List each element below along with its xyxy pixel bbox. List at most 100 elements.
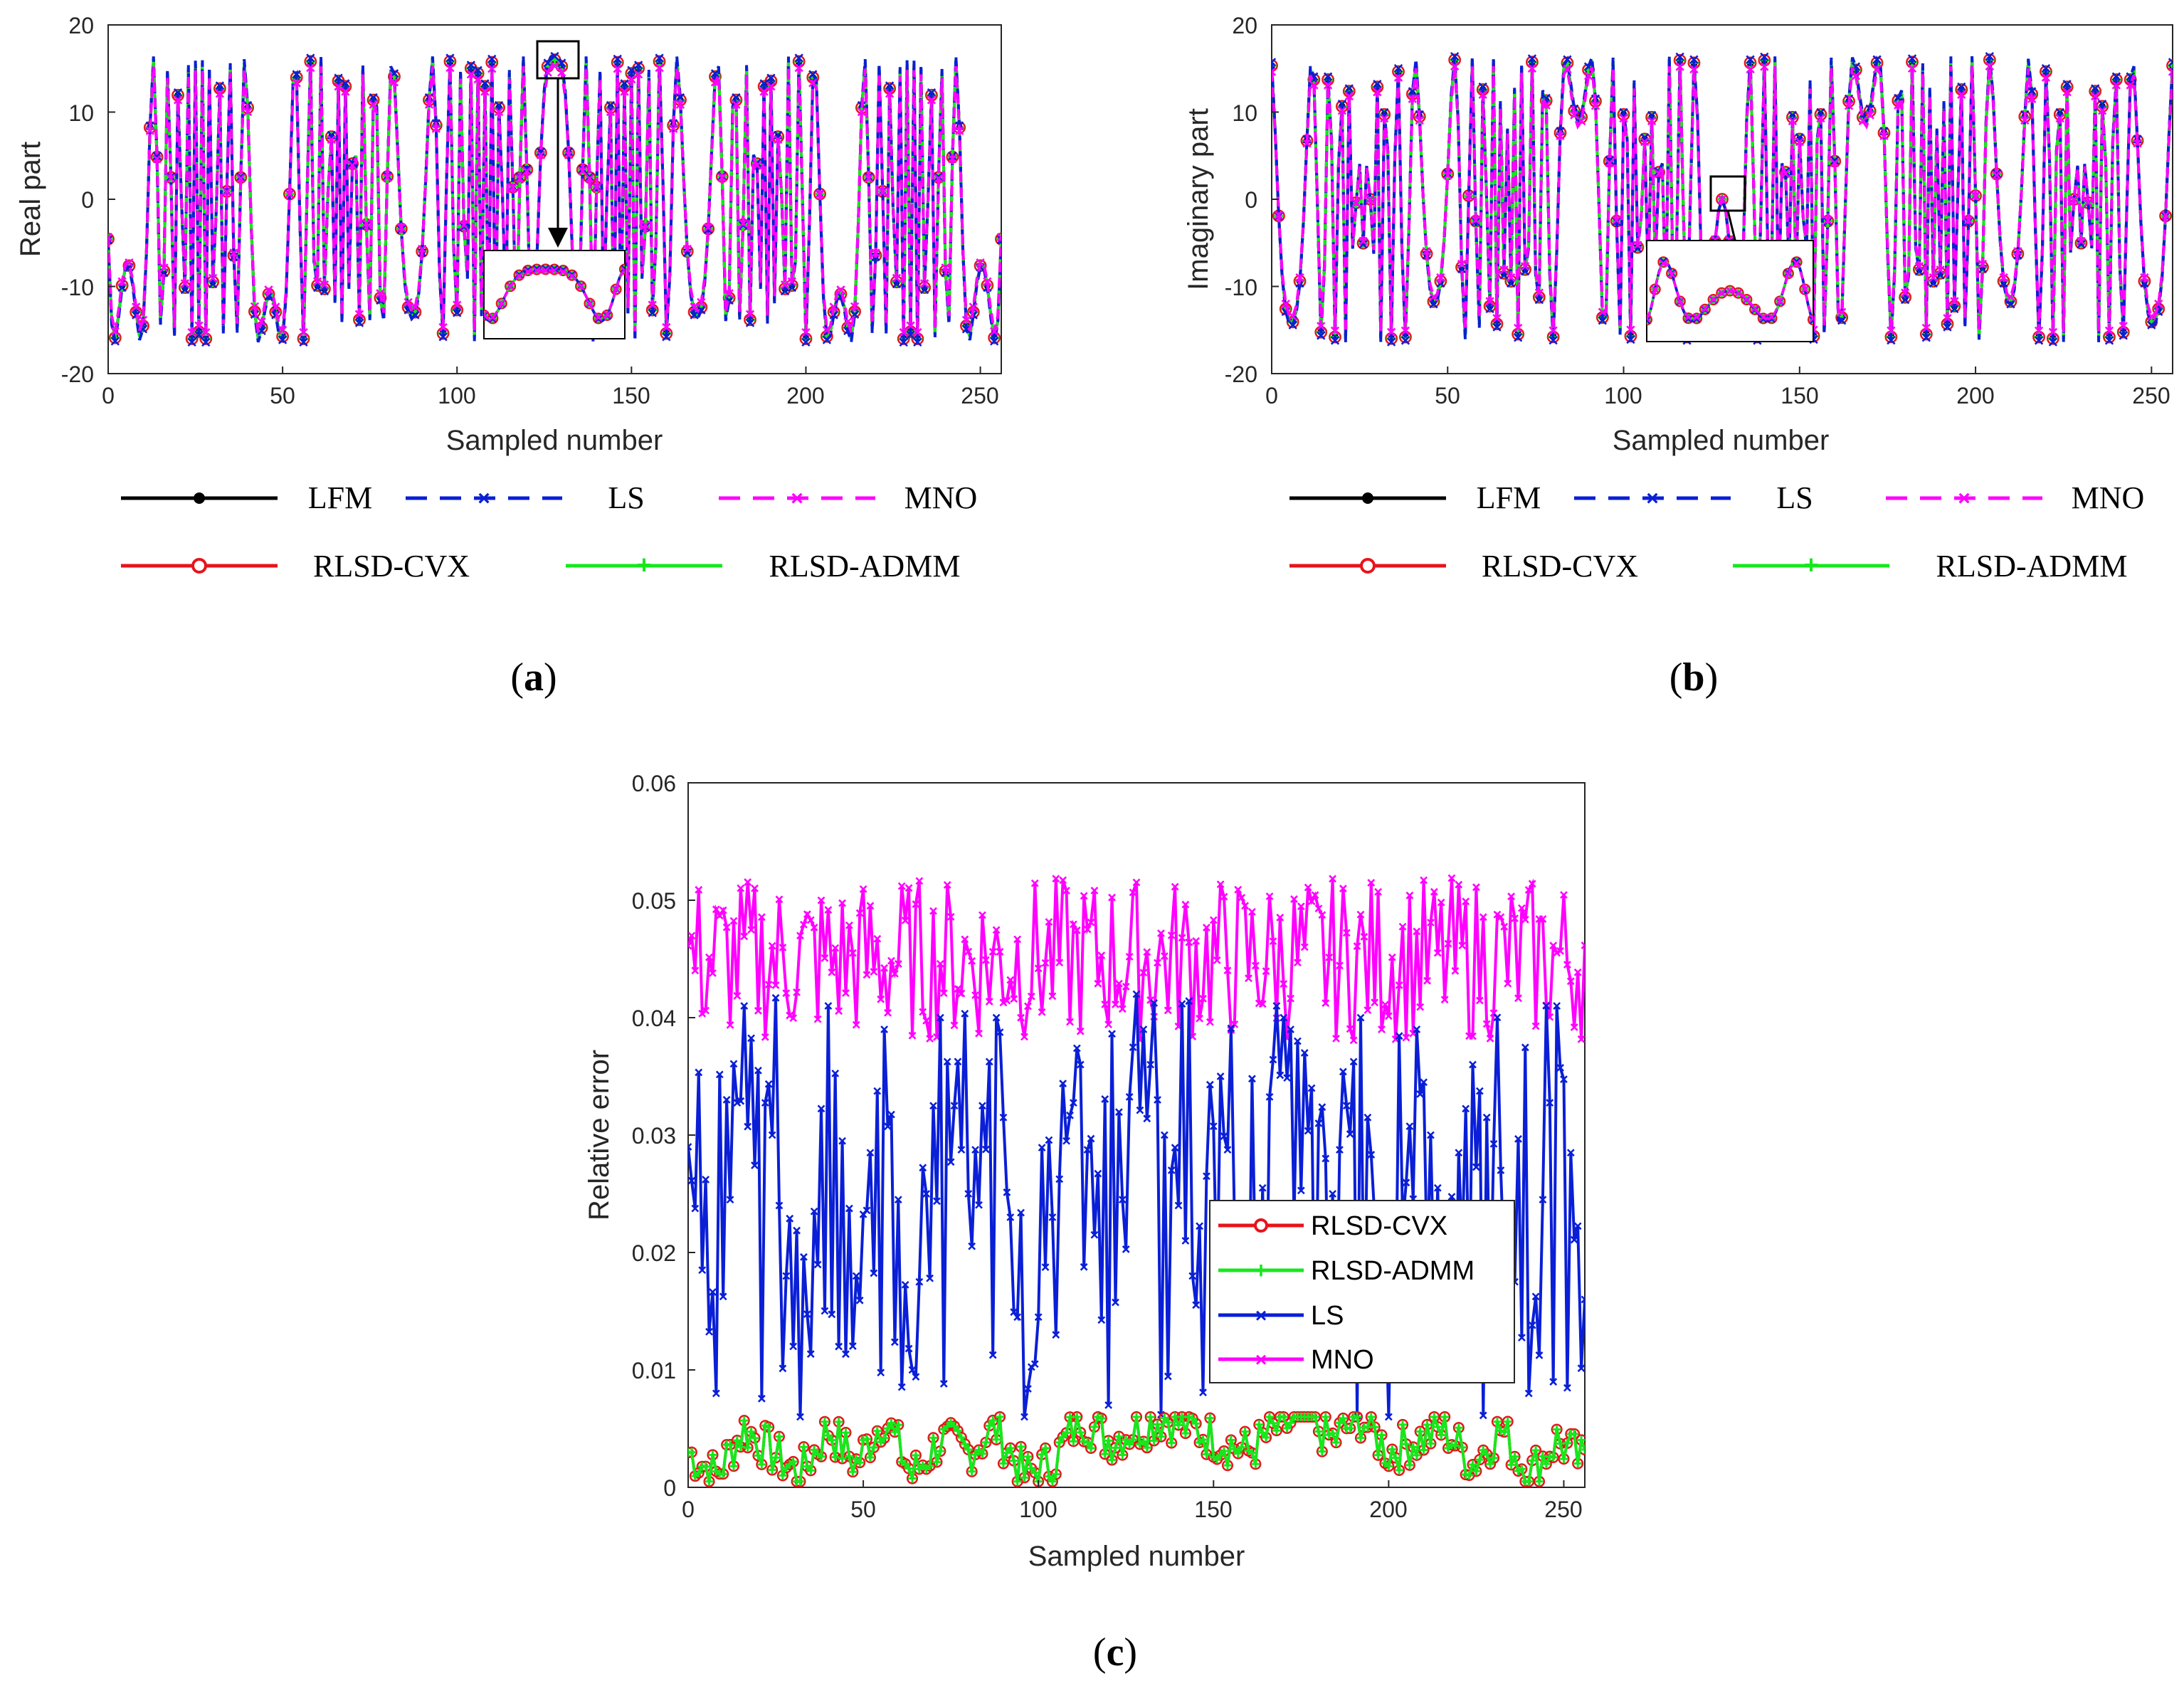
data-point [732,93,741,102]
data-point [710,78,720,87]
data-point [159,263,169,273]
data-point [229,248,238,258]
legend-marker-RLSD-ADMM: + [1255,1257,1268,1283]
data-point [704,225,713,234]
data-point [927,95,937,105]
data-point [648,308,657,317]
panel-c: 0.06 0.05 0.04 0.03 0.02 0.01 0 0 50 100… [584,771,1586,1674]
x-tick-label: 0 [682,1497,695,1522]
data-point [780,280,790,290]
y-tick-label: -20 [1225,362,1257,387]
x-tick-label: 150 [612,383,650,408]
data-point [927,88,937,97]
data-point [497,299,506,307]
x-tick-label: 150 [1194,1497,1232,1522]
data-point [550,266,559,275]
data-point [341,87,350,96]
data-point [633,70,643,79]
legend-marker-MNO: × [791,487,803,510]
data-point [566,269,578,281]
data-point [264,285,273,295]
data-point [682,244,692,254]
data-point [341,79,350,88]
data-point [976,258,985,268]
legend-label-LFM: LFM [1477,480,1541,515]
x-tick-label: 100 [1019,1497,1057,1522]
x-tick-label: 0 [102,383,115,408]
data-point [466,60,476,70]
data-point [766,73,776,83]
data-point [996,233,1001,242]
data-point [815,189,825,199]
y-axis-label: Real part [15,142,46,257]
legend: RLSD-CVX + RLSD-ADMM × LS × MNO [1209,1200,1515,1383]
legend-marker-RLSD-CVX [1360,558,1376,574]
data-point [675,93,685,102]
data-point [759,79,769,88]
data-point [794,63,803,73]
data-point [934,172,943,181]
legend-label-LS: LS [1776,480,1813,515]
plot-area [1272,25,2173,374]
data-point [759,87,769,96]
x-tick-label: 150 [1781,383,1818,408]
legend-marker-LFM [194,492,205,504]
data-point [913,337,922,347]
data-point [522,164,532,174]
data-point [550,61,559,70]
data-point [243,107,253,117]
data-point [438,332,448,342]
data-point [173,95,183,105]
data-point [766,82,776,91]
x-tick-label: 100 [438,383,475,408]
data-point [208,273,218,283]
zoom-inset [1646,240,1814,342]
y-tick-labels: 20 10 0 -10 -20 [61,13,94,387]
data-point [369,93,378,102]
data-point [459,222,469,232]
data-point [585,174,594,183]
data-point [682,248,692,258]
legend-label-MNO: MNO [904,480,978,515]
data-point [550,51,559,61]
data-point [515,174,524,183]
legend-marker-RLSD-CVX [191,558,207,574]
caption-c: (c) [1093,1630,1137,1674]
panel-b: 20 10 0 -10 -20 0 50 100 150 200 250 Sam… [1183,13,2173,700]
data-point [473,65,482,75]
data-point [662,322,671,332]
data-point [334,82,343,91]
legend-label-LFM: LFM [308,480,372,515]
data-point [655,53,664,63]
x-axis-label: Sampled number [1613,425,1830,456]
data-point [334,73,343,83]
x-tick-label: 0 [1265,383,1278,408]
inset-plot [484,263,625,325]
data-point [601,309,613,322]
data-point [690,310,699,320]
data-point [594,315,603,323]
data-point [822,335,832,344]
data-point [299,327,308,337]
data-point [941,263,950,273]
data-point [369,100,378,109]
data-point [578,167,587,176]
data-point [857,107,867,117]
y-tick-label: -10 [61,275,94,300]
data-point [257,317,266,327]
data-point [201,337,211,347]
data-point [1716,193,1729,206]
data-point [383,173,392,182]
y-tick-label: 0 [1245,187,1257,213]
data-point [899,337,908,347]
y-tick-label: 0 [81,187,94,213]
data-point [389,78,399,87]
legend-label-LS: LS [1311,1301,1344,1331]
y-tick-label: 0 [663,1475,676,1501]
data-point [739,218,748,228]
data-point [194,330,204,339]
data-point [108,233,113,244]
data-point [606,107,616,117]
data-point [292,70,301,79]
data-point [575,280,587,292]
